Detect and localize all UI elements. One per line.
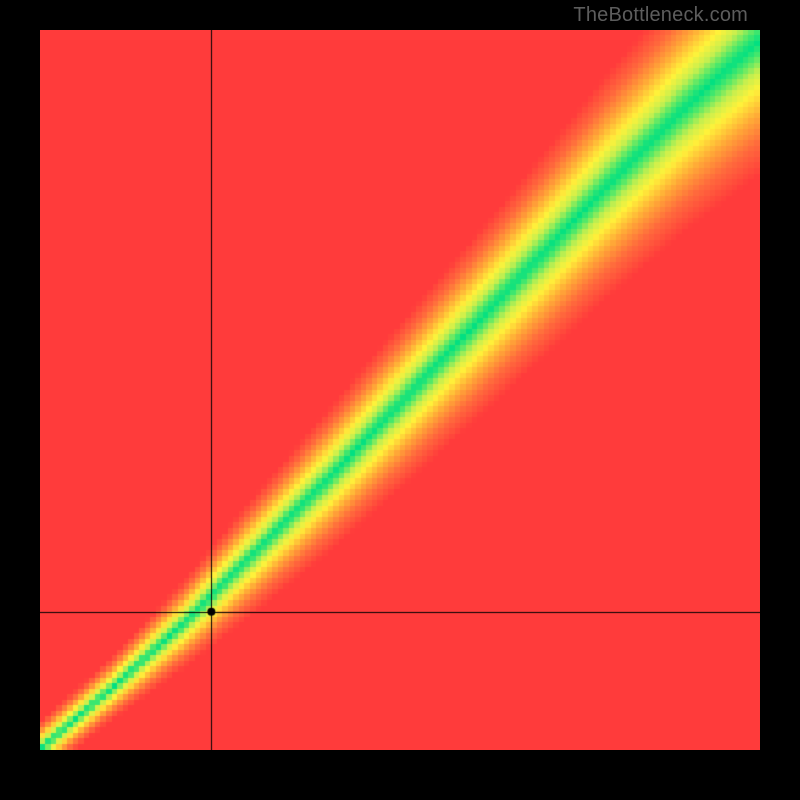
bottleneck-heatmap — [40, 30, 760, 750]
watermark-text: TheBottleneck.com — [573, 4, 748, 27]
plot-frame — [40, 30, 760, 750]
